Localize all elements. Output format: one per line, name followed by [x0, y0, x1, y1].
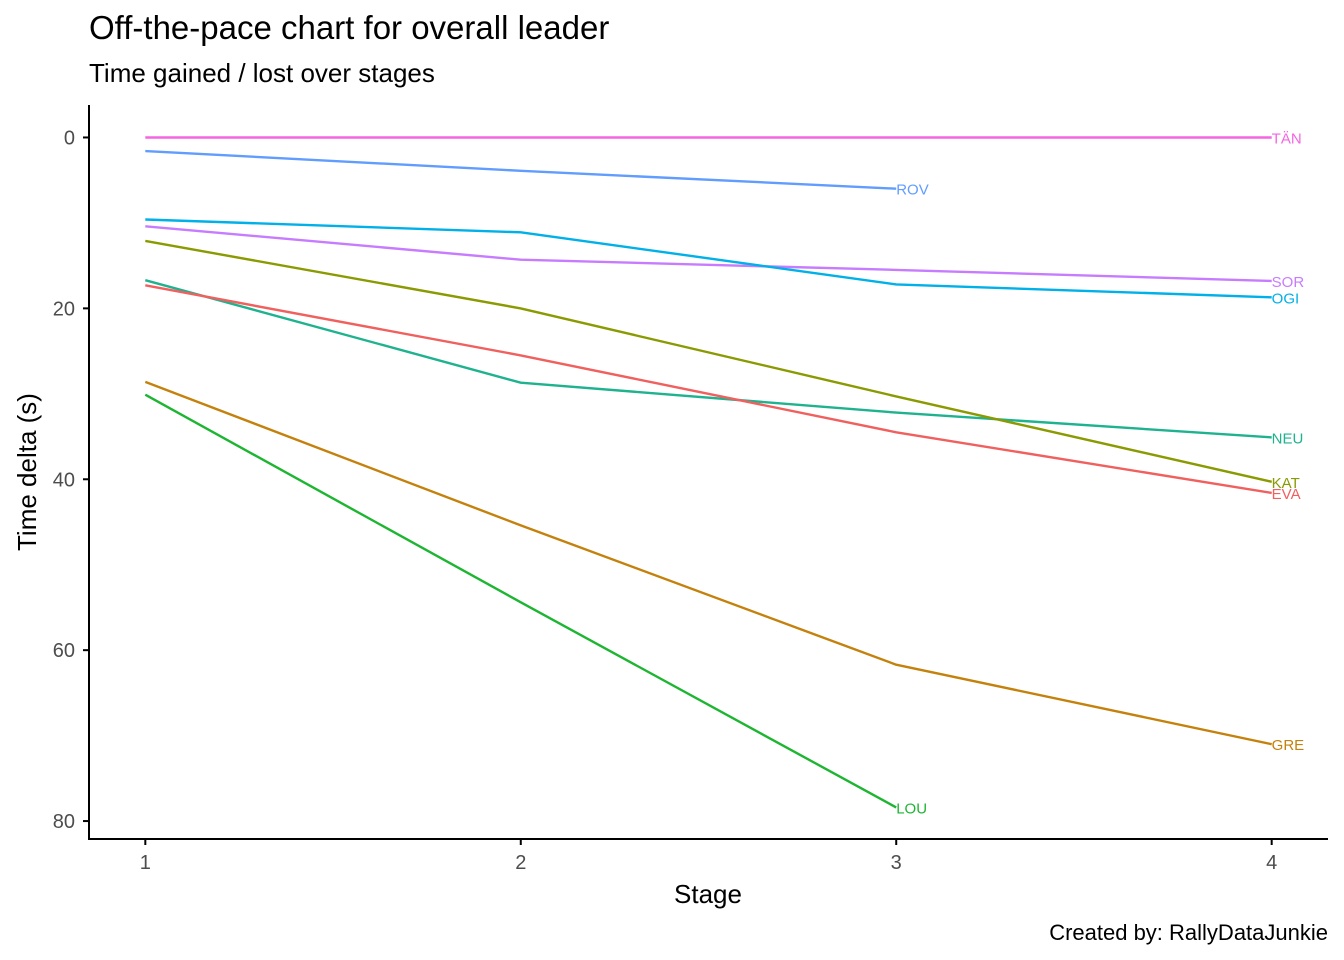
x-tick-label: 4: [1266, 852, 1277, 874]
series-line-eva: [145, 284, 1272, 495]
axes: [88, 105, 1328, 840]
y-tick-label: 0: [64, 127, 75, 149]
x-tick-label: 2: [515, 852, 526, 874]
chart-caption: Created by: RallyDataJunkie: [1049, 920, 1328, 945]
y-tick-label: 60: [53, 640, 75, 662]
series-line-lou: [144, 393, 897, 809]
x-tick-label: 1: [140, 852, 151, 874]
series-line-sor: [145, 225, 1272, 283]
series-line-neu: [144, 279, 1272, 439]
plot-lines: [144, 136, 1272, 809]
series-label-lou: LOU: [896, 800, 927, 817]
series-label-eva: EVA: [1272, 486, 1301, 503]
y-axis-ticks: 0 20 40 60 80: [53, 127, 89, 833]
series-label-tän: TÄN: [1272, 130, 1302, 147]
series-line-rov: [145, 149, 897, 190]
y-tick-label: 40: [53, 469, 75, 491]
x-tick-label: 3: [891, 852, 902, 874]
x-axis-ticks: 1 2 3 4: [140, 839, 1277, 874]
x-axis-title: Stage: [674, 879, 742, 909]
series-label-sor: SOR: [1272, 274, 1305, 291]
chart-title: Off-the-pace chart for overall leader: [89, 9, 610, 46]
y-tick-label: 20: [53, 298, 75, 320]
y-tick-label: 80: [53, 811, 75, 833]
series-label-ogi: OGI: [1272, 290, 1300, 307]
series-line-ogi: [145, 218, 1272, 299]
series-label-kat: KAT: [1272, 475, 1300, 492]
chart-subtitle: Time gained / lost over stages: [89, 58, 435, 88]
series-label-rov: ROV: [896, 182, 929, 199]
series-line-kat: [145, 239, 1272, 483]
series-label-gre: GRE: [1272, 737, 1305, 754]
series-label-neu: NEU: [1272, 430, 1304, 447]
y-axis-title: Time delta (s): [12, 393, 42, 551]
series-line-gre: [144, 380, 1272, 746]
